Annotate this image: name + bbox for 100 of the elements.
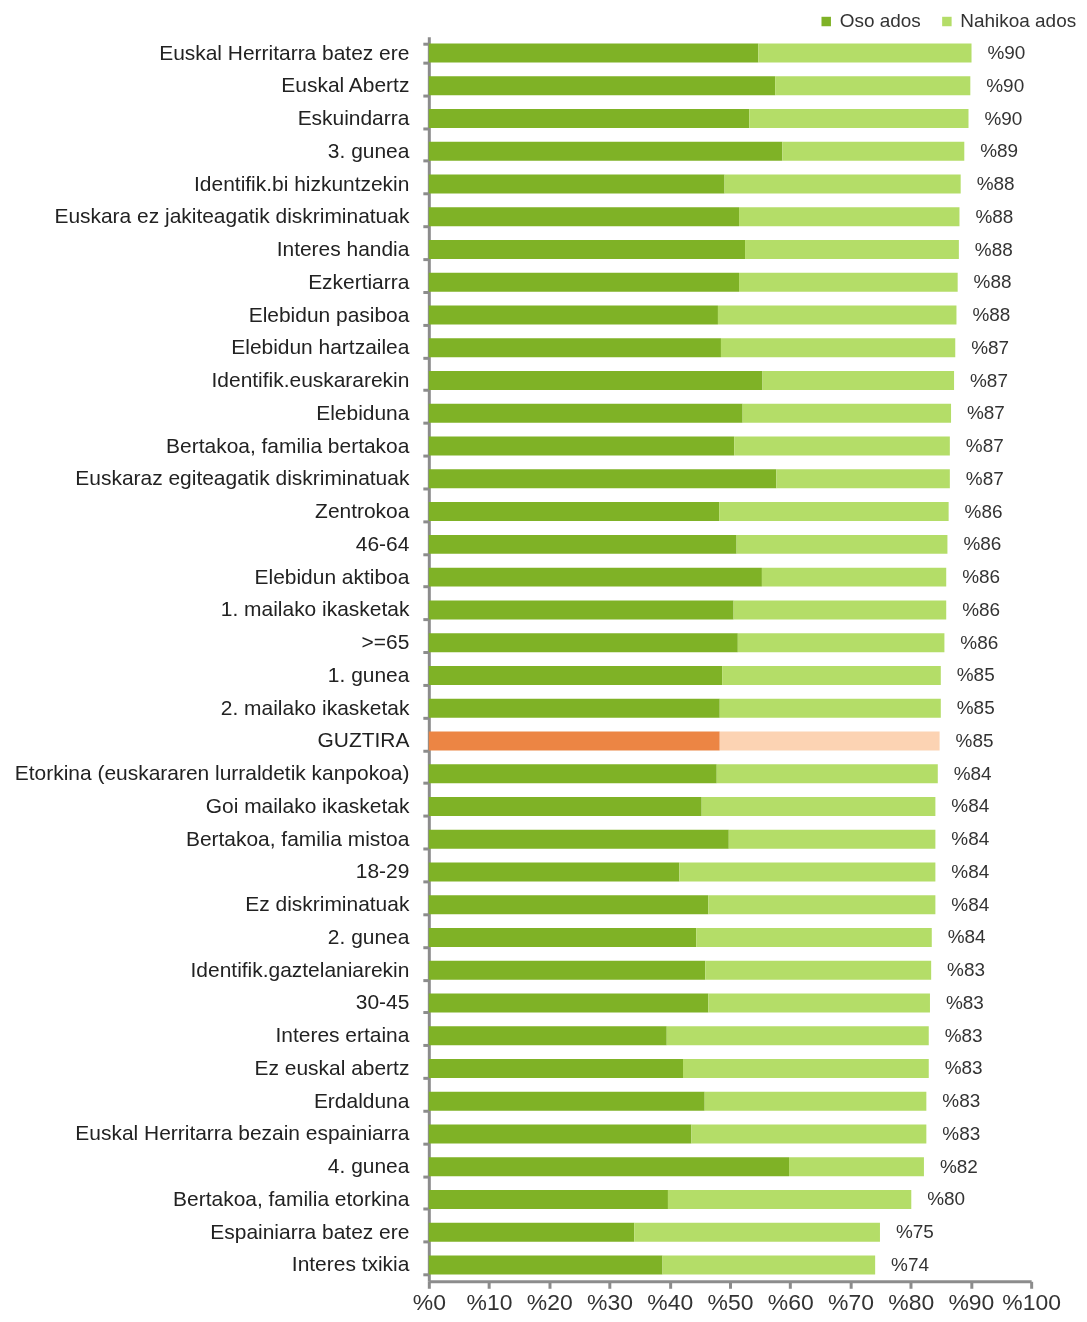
- bar: [679, 862, 936, 882]
- y-tick-label: Euskara ez jakiteagatik diskriminatuak: [54, 204, 410, 228]
- bar: [722, 665, 941, 685]
- bar: [428, 1058, 683, 1078]
- total-label: %83: [944, 1057, 983, 1079]
- bar: [719, 502, 949, 522]
- bar: [737, 633, 945, 653]
- bar: [683, 1058, 929, 1078]
- y-tick-label: Elebidun pasiboa: [248, 302, 410, 326]
- bar: [749, 109, 969, 129]
- y-tick-label: Ez diskriminatuak: [245, 892, 410, 916]
- y-tick-label: Ez euskal abertz: [254, 1055, 410, 1079]
- total-label: %88: [974, 238, 1013, 260]
- y-tick-label: 18-29: [355, 859, 410, 883]
- x-tick-label: %10: [466, 1288, 513, 1315]
- bar: [428, 305, 718, 325]
- total-label: %90: [984, 107, 1023, 129]
- total-label: %88: [976, 173, 1015, 195]
- y-tick-label: 3. gunea: [327, 138, 410, 162]
- bar: [428, 1222, 635, 1242]
- total-label: %88: [972, 304, 1011, 326]
- bar: [739, 207, 960, 227]
- y-tick-label: Etorkina (euskararen lurraldetik kanpokoa): [14, 761, 410, 785]
- x-tick-label: %90: [948, 1288, 995, 1315]
- y-tick-label: Euskal Herritarra batez ere: [159, 40, 410, 64]
- bar: [428, 272, 740, 292]
- total-label: %84: [951, 860, 990, 882]
- legend-label: Nahikoa ados: [960, 10, 1077, 32]
- total-label: %86: [964, 500, 1003, 522]
- x-tick-label: %60: [767, 1288, 814, 1315]
- total-label: %84: [951, 893, 990, 915]
- bar: [720, 338, 956, 358]
- bar: [717, 305, 957, 325]
- total-label: %82: [939, 1155, 978, 1177]
- bar: [428, 1124, 692, 1144]
- bar: [704, 1091, 927, 1111]
- total-label: %80: [927, 1188, 966, 1210]
- total-label: %90: [987, 42, 1026, 64]
- total-label: %75: [895, 1221, 934, 1243]
- bar: [728, 829, 936, 849]
- total-label: %90: [986, 74, 1025, 96]
- bar: [428, 141, 783, 161]
- total-label: %87: [965, 467, 1004, 489]
- bar: [739, 272, 958, 292]
- total-label: %83: [942, 1122, 981, 1144]
- y-tick-label: Euskal Herritarra bezain espainiarra: [75, 1121, 410, 1145]
- y-tick-label: 1. mailako ikasketak: [220, 597, 410, 621]
- bar: [428, 534, 737, 554]
- y-tick-label: Bertakoa, familia mistoa: [185, 826, 410, 850]
- y-tick-label: 2. gunea: [327, 924, 410, 948]
- bar: [666, 1026, 929, 1046]
- y-tick-label: GUZTIRA: [317, 728, 410, 752]
- y-tick-label: Interes txikia: [291, 1252, 410, 1276]
- total-label: %88: [973, 271, 1012, 293]
- y-tick-label: Erdalduna: [313, 1088, 410, 1112]
- bar: [716, 764, 938, 784]
- bar: [761, 567, 947, 587]
- bar: [428, 567, 762, 587]
- x-tick-label: %100: [1002, 1288, 1061, 1315]
- x-tick-label: %80: [888, 1288, 935, 1315]
- total-label: %85: [955, 729, 994, 751]
- total-label: %85: [956, 664, 995, 686]
- bar: [745, 240, 959, 260]
- bar: [667, 1189, 912, 1209]
- y-tick-label: Elebidun aktiboa: [254, 564, 410, 588]
- y-tick-label: 2. mailako ikasketak: [220, 695, 410, 719]
- bar: [662, 1255, 876, 1275]
- y-tick-label: Euskaraz egiteagatik diskriminatuak: [75, 466, 410, 490]
- bar: [428, 1157, 790, 1177]
- y-tick-label: 1. gunea: [327, 662, 410, 686]
- bar: [708, 895, 936, 915]
- y-tick-label: Eskuindarra: [297, 106, 410, 130]
- bar: [705, 960, 932, 980]
- y-tick-label: Elebidun hartzailea: [231, 335, 410, 359]
- y-tick-label: 4. gunea: [327, 1154, 410, 1178]
- y-tick-label: Interes handia: [276, 237, 410, 261]
- x-tick-label: %20: [526, 1288, 573, 1315]
- bar: [701, 796, 936, 816]
- x-tick-label: %50: [707, 1288, 754, 1315]
- total-label: %83: [944, 1024, 983, 1046]
- bar: [428, 862, 680, 882]
- bar: [428, 731, 720, 751]
- bar: [428, 764, 717, 784]
- bar: [762, 371, 955, 391]
- y-tick-label: Goi mailako ikasketak: [205, 793, 410, 817]
- bar: [428, 796, 702, 816]
- bar: [428, 665, 723, 685]
- total-label: %86: [960, 631, 999, 653]
- legend-label: Oso ados: [839, 10, 921, 32]
- bar: [428, 927, 697, 947]
- total-label: %86: [962, 566, 1001, 588]
- x-tick-label: %30: [587, 1288, 633, 1315]
- total-label: %83: [947, 959, 986, 981]
- bar: [428, 371, 763, 391]
- total-label: %87: [971, 336, 1010, 358]
- bar: [736, 534, 948, 554]
- bar: [775, 76, 971, 96]
- y-tick-label: Bertakoa, familia bertakoa: [166, 433, 410, 457]
- total-label: %89: [980, 140, 1019, 162]
- bar: [733, 600, 947, 620]
